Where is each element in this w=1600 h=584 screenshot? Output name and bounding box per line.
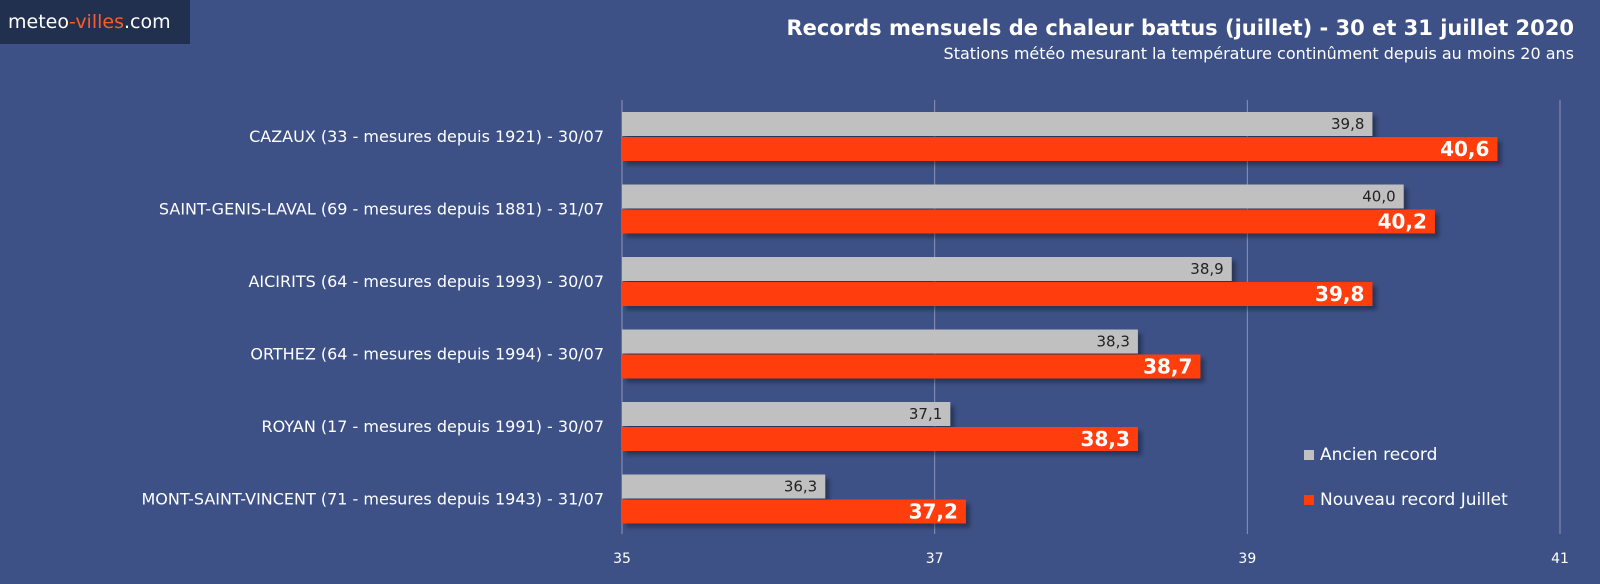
category-label: MONT-SAINT-VINCENT (71 - mesures depuis … xyxy=(141,490,604,509)
legend-swatch xyxy=(1304,495,1314,505)
legend-label: Ancien record xyxy=(1320,445,1437,465)
data-label-nouveau: 38,3 xyxy=(1081,427,1130,451)
data-label-nouveau: 37,2 xyxy=(909,500,958,524)
category-label: ORTHEZ (64 - mesures depuis 1994) - 30/0… xyxy=(250,345,604,364)
chart-title: Records mensuels de chaleur battus (juil… xyxy=(786,16,1574,40)
bar-nouveau-record xyxy=(622,282,1373,306)
category-label: SAINT-GENIS-LAVAL (69 - mesures depuis 1… xyxy=(159,200,604,219)
category-label: AICIRITS (64 - mesures depuis 1993) - 30… xyxy=(248,272,604,291)
data-label-nouveau: 40,6 xyxy=(1440,137,1489,161)
bar-nouveau-record xyxy=(622,499,966,524)
category-label: ROYAN (17 - mesures depuis 1991) - 30/07 xyxy=(262,417,605,436)
legend-swatch xyxy=(1304,450,1314,460)
x-tick-label: 37 xyxy=(926,551,944,567)
bar-nouveau-record xyxy=(622,137,1498,161)
bar-ancien-record xyxy=(622,329,1138,354)
data-label-ancien: 39,8 xyxy=(1331,115,1364,133)
data-label-nouveau: 40,2 xyxy=(1378,210,1427,234)
bar-nouveau-record xyxy=(622,354,1201,379)
data-label-ancien: 36,3 xyxy=(784,478,817,496)
category-label: CAZAUX (33 - mesures depuis 1921) - 30/0… xyxy=(249,127,604,146)
chart-header: Records mensuels de chaleur battus (juil… xyxy=(786,16,1574,63)
brand-logo[interactable]: meteo -villes .com xyxy=(0,0,190,44)
bar-ancien-record xyxy=(622,184,1404,209)
brand-part1: meteo xyxy=(8,11,69,33)
bar-nouveau-record xyxy=(622,209,1435,234)
brand-part3: .com xyxy=(123,11,171,33)
bar-nouveau-record xyxy=(622,427,1138,451)
data-label-ancien: 38,3 xyxy=(1096,333,1129,351)
bar-ancien-record xyxy=(622,257,1232,281)
data-label-ancien: 37,1 xyxy=(909,405,942,423)
data-label-nouveau: 38,7 xyxy=(1143,355,1192,379)
bar-ancien-record xyxy=(622,474,826,499)
x-tick-label: 41 xyxy=(1551,551,1569,567)
data-label-ancien: 40,0 xyxy=(1362,188,1395,206)
x-tick-label: 35 xyxy=(613,551,631,567)
x-tick-label: 39 xyxy=(1238,551,1256,567)
data-label-ancien: 38,9 xyxy=(1190,260,1223,278)
bar-ancien-record xyxy=(622,112,1373,136)
legend-label: Nouveau record Juillet xyxy=(1320,490,1508,510)
chart-subtitle: Stations météo mesurant la température c… xyxy=(943,44,1574,63)
brand-part2: -villes xyxy=(68,11,124,33)
bar-ancien-record xyxy=(622,402,951,426)
data-label-nouveau: 39,8 xyxy=(1315,282,1364,306)
